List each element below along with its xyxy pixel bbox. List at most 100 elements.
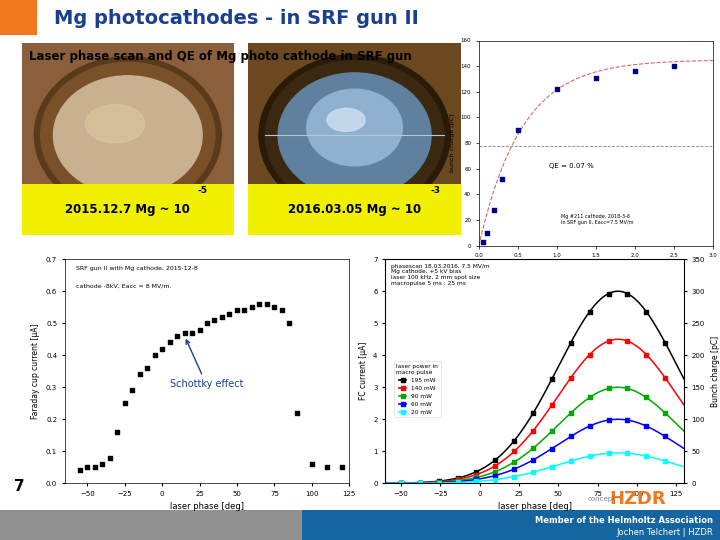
Point xyxy=(481,228,492,237)
Point xyxy=(527,409,539,417)
90 mW xyxy=(673,422,682,428)
Text: HZDR: HZDR xyxy=(609,490,665,509)
Point xyxy=(490,471,501,480)
Point xyxy=(565,339,577,347)
90 mW xyxy=(614,384,623,390)
Point xyxy=(194,325,205,334)
Point xyxy=(231,306,243,315)
Point xyxy=(433,478,444,487)
Point xyxy=(546,375,558,383)
60 mW xyxy=(680,446,688,452)
Point xyxy=(546,462,558,471)
Text: cathode -8kV, Eacc = 8 MV/m.: cathode -8kV, Eacc = 8 MV/m. xyxy=(76,284,171,289)
Point xyxy=(171,332,183,340)
Point xyxy=(508,472,520,481)
Text: 7: 7 xyxy=(14,479,25,494)
Point xyxy=(603,289,614,298)
Text: Jochen Telchert | HZDR: Jochen Telchert | HZDR xyxy=(616,529,713,537)
Point xyxy=(641,422,652,430)
Line: 60 mW: 60 mW xyxy=(385,419,684,483)
Point xyxy=(96,460,108,468)
Point xyxy=(433,478,444,487)
Point xyxy=(668,62,680,70)
Point xyxy=(490,462,501,470)
Point xyxy=(414,479,426,488)
Point xyxy=(603,384,614,393)
20 mW xyxy=(680,463,688,470)
Ellipse shape xyxy=(259,55,450,215)
Text: Mg photocathodes - in SRF gun II: Mg photocathodes - in SRF gun II xyxy=(54,9,419,29)
Point xyxy=(433,477,444,485)
Point xyxy=(641,307,652,316)
Point xyxy=(497,174,508,183)
20 mW xyxy=(543,465,552,471)
Point xyxy=(629,67,641,76)
Point xyxy=(414,478,426,487)
Point xyxy=(660,409,671,417)
Point xyxy=(451,475,463,484)
20 mW xyxy=(626,450,635,457)
Point xyxy=(276,306,287,315)
Point xyxy=(216,313,228,321)
Point xyxy=(546,427,558,435)
60 mW xyxy=(525,459,534,465)
Point xyxy=(551,85,562,93)
Point xyxy=(590,73,602,82)
X-axis label: laser phase [deg]: laser phase [deg] xyxy=(498,503,572,511)
Point xyxy=(621,449,633,457)
Point xyxy=(512,126,523,134)
Point xyxy=(584,393,595,402)
Point xyxy=(527,444,539,453)
20 mW xyxy=(525,470,534,476)
Point xyxy=(546,401,558,409)
Point xyxy=(565,409,577,417)
Point xyxy=(209,316,220,325)
90 mW xyxy=(626,386,635,393)
Point xyxy=(253,300,265,308)
Text: Member of the Helmholtz Association: Member of the Helmholtz Association xyxy=(535,516,713,524)
Point xyxy=(74,466,86,475)
Text: QE = 0.07 %: QE = 0.07 % xyxy=(549,163,594,168)
60 mW xyxy=(673,441,682,448)
Point xyxy=(414,478,426,487)
X-axis label: laser phase [deg]: laser phase [deg] xyxy=(170,503,244,511)
Point xyxy=(660,374,671,382)
Point xyxy=(471,475,482,484)
Point xyxy=(527,427,539,435)
60 mW xyxy=(543,449,552,455)
Y-axis label: FC current [μA]: FC current [μA] xyxy=(359,342,367,401)
Point xyxy=(603,337,614,346)
Text: phasescan 18.03.2016, 7.5 MV/m
Mg cathode, +5 kV bias
laser 100 kHz, 2 mm spot s: phasescan 18.03.2016, 7.5 MV/m Mg cathod… xyxy=(391,264,490,286)
20 mW xyxy=(614,450,623,456)
Point xyxy=(527,468,539,476)
Ellipse shape xyxy=(327,109,365,131)
Point xyxy=(112,428,123,436)
60 mW xyxy=(381,480,390,487)
Point xyxy=(490,456,501,464)
60 mW xyxy=(559,438,567,444)
Point xyxy=(508,447,520,456)
Line: 90 mW: 90 mW xyxy=(385,387,684,483)
Point xyxy=(584,307,595,316)
Point xyxy=(179,328,190,337)
Point xyxy=(527,456,539,464)
60 mW xyxy=(523,460,531,467)
90 mW xyxy=(381,480,390,487)
140 mW xyxy=(381,480,390,487)
Point xyxy=(565,374,577,382)
Ellipse shape xyxy=(307,89,402,166)
Ellipse shape xyxy=(53,76,202,194)
Point xyxy=(471,470,482,479)
Ellipse shape xyxy=(266,60,444,210)
Line: 140 mW: 140 mW xyxy=(385,339,684,483)
90 mW xyxy=(525,448,534,455)
Point xyxy=(451,477,463,486)
195 mW xyxy=(381,480,390,487)
Point xyxy=(89,463,101,471)
Point xyxy=(477,238,488,246)
Point xyxy=(284,319,295,328)
Point xyxy=(490,475,501,484)
195 mW xyxy=(626,292,635,299)
Point xyxy=(508,458,520,467)
60 mW xyxy=(626,417,635,424)
